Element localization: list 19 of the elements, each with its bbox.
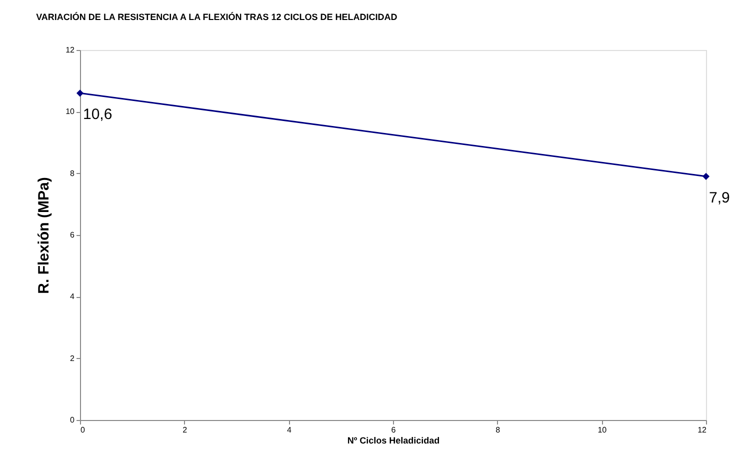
y-tick-label: 6 <box>70 230 76 240</box>
y-tick-label: 12 <box>66 46 76 54</box>
y-axis-title: R. Flexión (MPa) <box>36 177 53 294</box>
x-tick-label: 0 <box>80 426 86 434</box>
data-label: 7,9 <box>709 189 730 206</box>
x-tick-label: 4 <box>286 426 292 434</box>
y-tick-label: 10 <box>66 107 76 116</box>
y-tick-label: 8 <box>70 168 76 178</box>
x-tick-label: 2 <box>182 426 188 434</box>
x-tick-label: 8 <box>496 426 501 434</box>
x-tick-label: 6 <box>391 426 396 434</box>
chart-title: VARIACIÓN DE LA RESISTENCIA A LA FLEXIÓN TRAS 12 CICLOS DE HELADICIDAD <box>36 12 398 22</box>
y-tick-label: 0 <box>70 416 76 424</box>
x-tick-label: 12 <box>698 426 708 434</box>
y-tick-label: 4 <box>70 292 76 302</box>
x-tick-label: 10 <box>598 426 608 434</box>
y-tick-label: 2 <box>70 354 76 363</box>
x-axis-title: Nº Ciclos Heladicidad <box>347 436 440 446</box>
data-label: 10,6 <box>83 106 112 124</box>
